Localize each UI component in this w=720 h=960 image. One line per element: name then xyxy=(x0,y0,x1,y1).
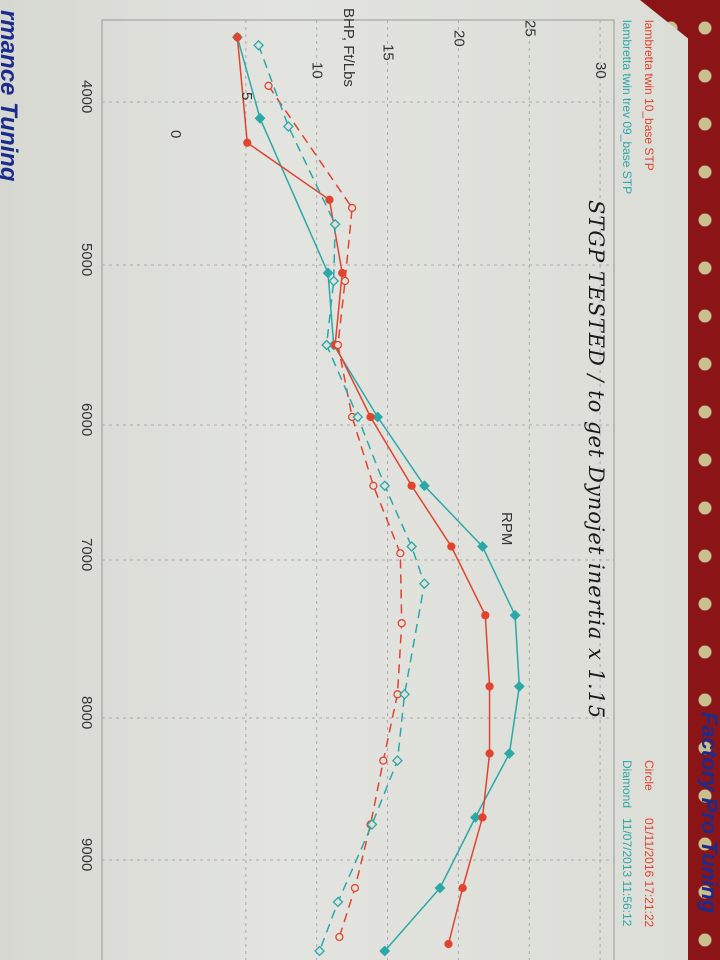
data-point-diamond xyxy=(372,411,384,423)
data-point-diamond xyxy=(513,680,525,692)
brand-left: rmance Tuning xyxy=(0,10,22,182)
data-point-diamond xyxy=(379,480,391,492)
y-tick-label: 0 xyxy=(167,130,184,139)
data-point-diamond xyxy=(282,121,294,132)
data-point-circle xyxy=(340,276,350,286)
data-point-circle xyxy=(333,340,343,350)
data-point-circle xyxy=(397,619,406,628)
data-point-diamond xyxy=(322,267,334,279)
data-point-diamond xyxy=(469,811,481,823)
plot-frame xyxy=(101,19,615,960)
y-tick-label: 25 xyxy=(521,20,539,37)
data-point-circle xyxy=(396,549,405,558)
data-point-diamond xyxy=(329,218,341,230)
x-tick-label: 5000 xyxy=(78,243,95,277)
data-point-diamond xyxy=(321,339,333,351)
data-point-circle xyxy=(444,939,453,949)
data-point-circle xyxy=(338,268,347,278)
y-tick-label: 10 xyxy=(308,62,326,79)
x-axis-label: RPM xyxy=(498,512,515,546)
data-point-circle xyxy=(379,756,388,765)
data-point-diamond xyxy=(503,748,515,759)
series-line-circle-solid xyxy=(236,37,491,945)
series-line-circle-dashed xyxy=(267,85,403,938)
data-point-circle xyxy=(478,813,487,822)
data-point-diamond xyxy=(434,882,446,894)
data-point-diamond xyxy=(314,945,325,957)
data-point-circle xyxy=(325,195,334,204)
y-tick-label: 5 xyxy=(237,92,255,101)
data-point-diamond xyxy=(406,541,418,552)
data-point-circle xyxy=(481,611,490,620)
data-point-diamond xyxy=(418,480,430,492)
data-point-diamond xyxy=(254,112,266,124)
data-point-diamond xyxy=(332,896,344,908)
data-point-diamond xyxy=(328,275,340,287)
data-point-diamond xyxy=(352,411,364,423)
data-point-diamond xyxy=(379,945,391,957)
data-point-diamond xyxy=(253,39,265,51)
y-tick-label: 20 xyxy=(450,30,468,47)
legend-run2-marker: Diamond xyxy=(620,760,634,809)
data-point-diamond xyxy=(399,688,410,700)
y-tick-label: 30 xyxy=(592,62,610,79)
data-point-circle xyxy=(458,883,467,893)
dyno-printout xyxy=(0,0,688,960)
x-tick-label: 8000 xyxy=(78,696,95,730)
data-point-circle xyxy=(264,81,273,90)
x-tick-label: 7000 xyxy=(78,538,95,572)
data-point-diamond xyxy=(418,578,430,590)
series-line-diamond-dashed xyxy=(257,45,426,952)
data-point-circle xyxy=(335,932,344,942)
data-point-circle xyxy=(447,542,456,551)
legend-run1-date: 01/11/2016 17:21:22 xyxy=(642,818,656,928)
data-point-diamond xyxy=(366,819,378,830)
data-point-circle xyxy=(369,481,378,490)
data-point-circle xyxy=(407,481,416,490)
y-axis-label: BHP, Ft/Lbs xyxy=(340,8,357,87)
handwritten-note: STGP TESTED / to get Dynojet inertia x 1… xyxy=(584,200,608,720)
data-point-circle xyxy=(485,749,494,758)
data-point-diamond xyxy=(509,609,521,621)
legend-run1-name: lambretta twin 10_base STP xyxy=(642,20,656,171)
brand-right: Factory Pro Tuning xyxy=(697,712,720,914)
data-point-circle xyxy=(350,883,360,893)
x-tick-label: 4000 xyxy=(78,80,95,114)
data-point-circle xyxy=(233,33,242,42)
data-point-diamond xyxy=(477,541,488,552)
data-point-circle xyxy=(347,203,357,213)
y-tick-label: 15 xyxy=(379,44,397,61)
data-point-diamond xyxy=(392,755,403,767)
x-tick-label: 6000 xyxy=(78,403,95,437)
data-point-circle xyxy=(366,412,375,422)
data-point-circle xyxy=(485,682,494,691)
legend-run2-name: lambretta twin trev 09_base STP xyxy=(620,20,634,195)
data-point-circle xyxy=(243,138,252,147)
legend-run2-date: 11/07/2013 11:56:12 xyxy=(620,818,634,927)
x-tick-label: 9000 xyxy=(78,838,95,872)
legend-run1-marker: Circle xyxy=(642,760,656,791)
